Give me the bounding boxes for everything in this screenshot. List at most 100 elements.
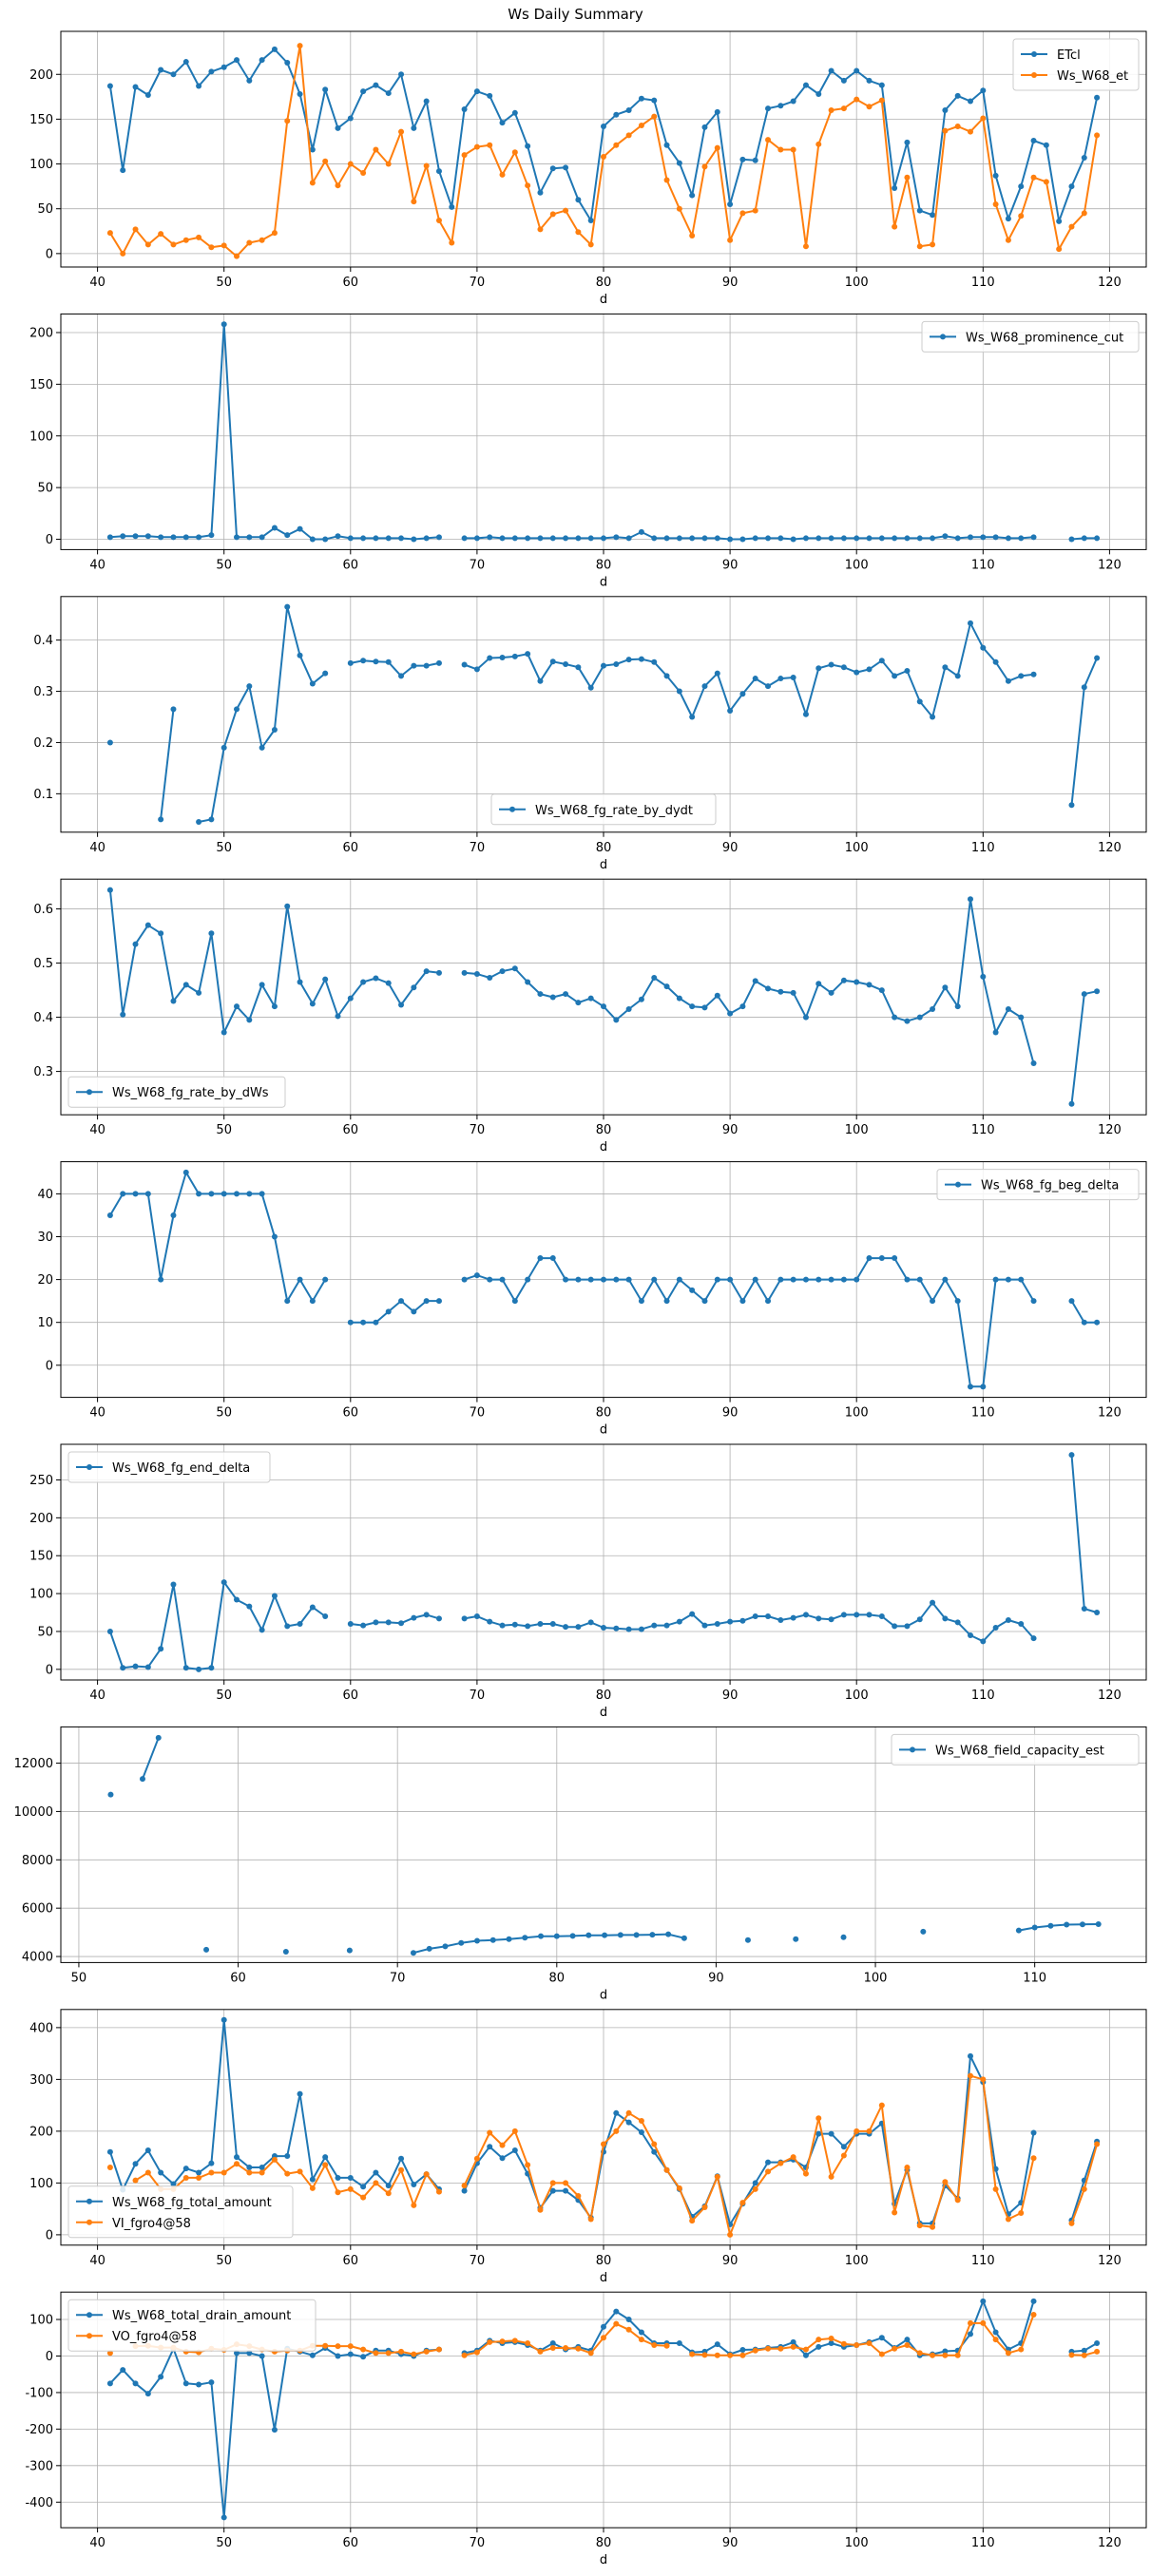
data-point <box>525 1623 531 1630</box>
x-tick-label: 80 <box>596 2536 612 2550</box>
data-point <box>714 992 720 999</box>
data-point <box>892 185 898 192</box>
data-point <box>942 2352 949 2358</box>
data-point <box>208 2379 215 2386</box>
data-point <box>980 2076 987 2083</box>
data-point <box>373 82 379 88</box>
data-point <box>904 535 911 542</box>
x-tick-label: 120 <box>1098 1406 1122 1421</box>
x-axis-label: d <box>600 2553 607 2567</box>
data-point <box>777 535 784 542</box>
x-tick-label: 90 <box>722 1689 739 1703</box>
x-tick-label: 40 <box>89 841 106 855</box>
data-point <box>461 2183 468 2189</box>
data-point <box>601 535 606 542</box>
y-tick-label: 8000 <box>22 1854 53 1868</box>
data-point <box>739 156 746 162</box>
data-point <box>802 1276 809 1283</box>
data-point <box>651 2148 658 2155</box>
data-point <box>208 532 215 539</box>
data-point <box>246 2169 253 2176</box>
data-point <box>1030 534 1037 541</box>
subplot-4: 40 50 60 70 80 90 100 110 120 0.3 0.4 0.5 0.6 d Ws_W68… <box>33 878 1147 1154</box>
data-point <box>739 2200 746 2206</box>
data-point <box>373 658 379 665</box>
data-point <box>309 2352 316 2358</box>
data-point <box>892 2345 898 2352</box>
data-point <box>537 677 544 684</box>
data-point <box>511 535 518 542</box>
legend-label: Ws_W68_total_drain_amount <box>112 2309 291 2323</box>
data-point <box>1005 1617 1011 1624</box>
data-point <box>613 1625 620 1631</box>
data-point <box>549 658 556 665</box>
data-point <box>701 535 708 542</box>
data-point <box>617 1932 623 1938</box>
series-line-Ws_W68_field_capacity_est <box>142 1737 160 1780</box>
data-point <box>158 2374 164 2380</box>
data-point <box>689 2218 696 2224</box>
data-point <box>752 1613 758 1620</box>
data-point <box>1030 2129 1037 2136</box>
data-point <box>676 688 682 695</box>
data-point <box>284 60 291 67</box>
data-point <box>587 241 594 248</box>
data-point <box>246 77 253 84</box>
x-tick-label: 110 <box>971 841 995 855</box>
data-point <box>954 1003 961 1010</box>
data-point <box>854 1612 860 1618</box>
data-point <box>967 2331 973 2337</box>
data-point <box>170 706 177 713</box>
data-point <box>625 2326 632 2333</box>
data-point <box>360 2354 367 2360</box>
data-point <box>144 91 151 98</box>
data-point <box>537 2206 544 2213</box>
data-point <box>613 142 620 148</box>
data-point <box>120 250 126 257</box>
data-point <box>727 200 734 207</box>
data-point <box>663 983 670 990</box>
data-point <box>587 1619 594 1626</box>
data-point <box>246 239 253 246</box>
data-point <box>234 2350 240 2357</box>
data-point <box>537 991 544 998</box>
data-point <box>297 525 303 532</box>
data-point <box>385 161 392 167</box>
y-tick-label: 0 <box>46 2350 53 2364</box>
legend-label: VI_fgro4@58 <box>112 2217 191 2231</box>
data-point <box>739 210 746 217</box>
legend-box <box>67 2299 317 2352</box>
y-tick-label: 12000 <box>14 1757 53 1771</box>
data-point <box>347 659 354 666</box>
x-tick-label: 60 <box>343 2536 359 2550</box>
data-point <box>930 2223 936 2230</box>
data-point <box>575 197 582 203</box>
data-point <box>992 1029 999 1036</box>
data-point <box>739 691 746 697</box>
axes-frame <box>60 313 1147 550</box>
x-axis-label: d <box>600 1140 607 1154</box>
data-point <box>663 142 670 148</box>
data-point <box>1094 94 1101 101</box>
data-point <box>727 708 734 715</box>
data-point <box>106 2380 113 2387</box>
data-point <box>297 1276 303 1283</box>
data-point <box>271 1003 278 1010</box>
data-point <box>499 535 506 542</box>
data-point <box>309 2185 316 2191</box>
x-axis-label: d <box>600 1423 607 1438</box>
data-point <box>916 243 923 250</box>
data-point <box>487 2144 493 2150</box>
data-point <box>132 2380 139 2387</box>
data-point <box>322 536 329 543</box>
legend-marker-icon <box>910 1746 915 1753</box>
data-point <box>322 1276 329 1283</box>
y-tick-label: 100 <box>29 1588 53 1602</box>
data-point <box>158 2169 164 2176</box>
data-point <box>967 1383 973 1390</box>
data-point <box>689 1611 696 1617</box>
data-point <box>461 152 468 159</box>
data-point <box>458 1939 465 1946</box>
data-point <box>563 2345 569 2352</box>
y-tick-label: 200 <box>29 68 53 83</box>
